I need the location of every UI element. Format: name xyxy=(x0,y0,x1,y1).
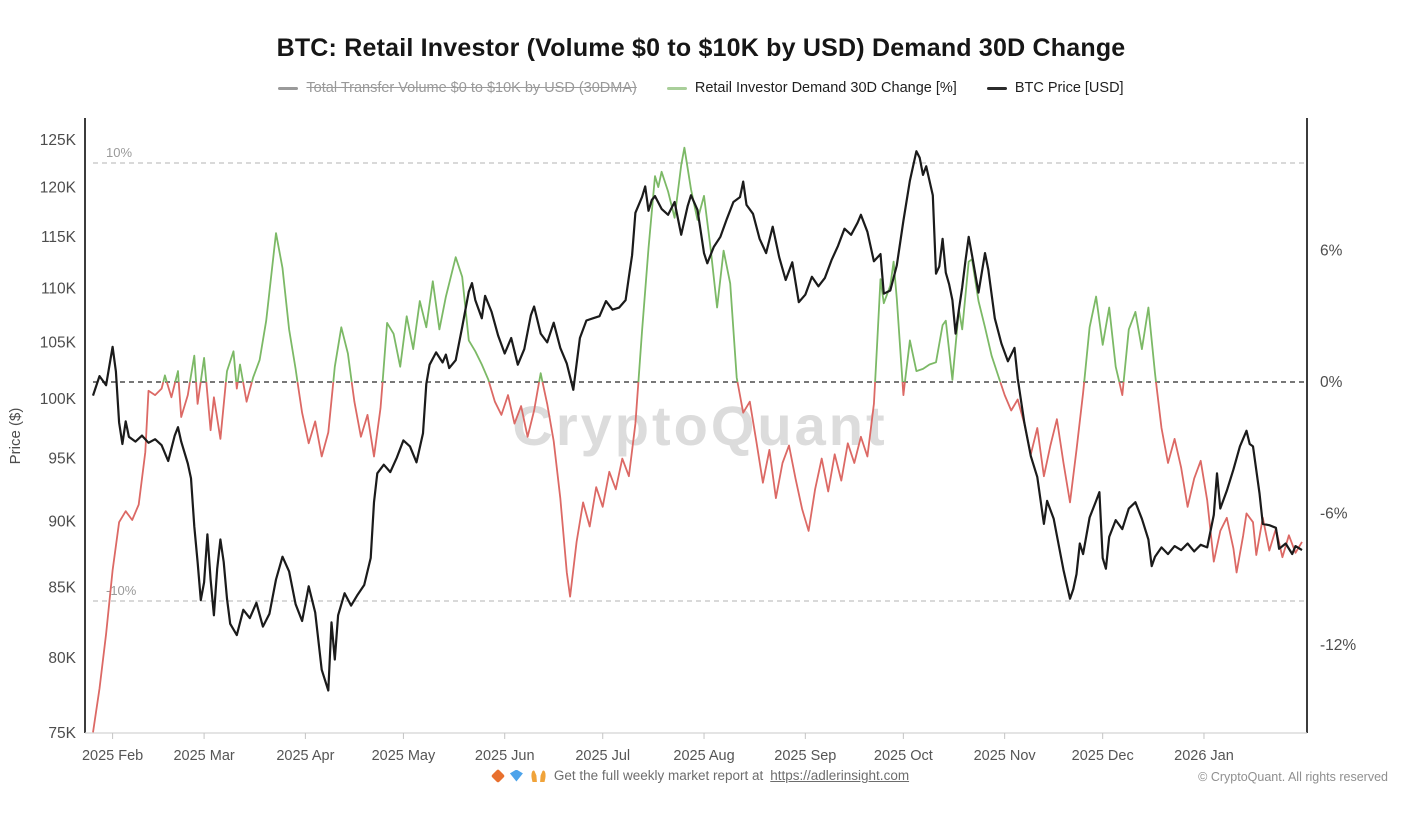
copyright-text: © CryptoQuant. All rights reserved xyxy=(1198,770,1388,784)
y-axis-left-tick-label: 95K xyxy=(48,451,76,468)
series-marker-icon xyxy=(666,86,687,90)
demand-series-segment-positive xyxy=(225,350,238,383)
x-axis-tick-label: 2025 Nov xyxy=(974,748,1037,764)
demand-series-segment-negative xyxy=(205,381,227,440)
demand-series-segment-negative xyxy=(92,381,165,733)
legend-item-retail-demand[interactable]: Retail Investor Demand 30D Change [%] xyxy=(666,80,957,96)
reference-line-label: -10% xyxy=(106,583,137,598)
x-axis-tick-label: 2025 Sep xyxy=(774,748,836,764)
legend-item-total-transfer-volume[interactable]: Total Transfer Volume $0 to $10K by USD … xyxy=(278,80,637,96)
raising-hands-icon xyxy=(531,769,546,782)
demand-series-segment-negative xyxy=(999,381,1086,504)
report-link[interactable]: https://adlerinsight.com xyxy=(770,768,910,783)
x-axis-tick-label: 2025 Mar xyxy=(173,748,234,764)
x-axis-tick-label: 2025 Oct xyxy=(874,748,933,764)
y-axis-right-tick-label: 6% xyxy=(1320,243,1343,260)
y-axis-left-title: Price ($) xyxy=(7,408,24,465)
demand-series-segment-negative xyxy=(1155,381,1303,574)
demand-series-segment-positive xyxy=(189,354,197,383)
demand-series-segment-positive xyxy=(904,258,1002,383)
demand-series-segment-positive xyxy=(251,232,299,383)
demand-series-segment-negative xyxy=(195,381,202,405)
page-title: BTC: Retail Investor (Volume $0 to $10K … xyxy=(276,34,1126,62)
y-axis-left-tick-label: 75K xyxy=(48,725,76,742)
demand-series-segment-negative xyxy=(1118,381,1125,396)
demand-series-segment-positive xyxy=(332,326,353,383)
demand-series-segment-positive xyxy=(874,260,904,383)
demand-series-segment-positive xyxy=(236,363,244,383)
legend-label: Total Transfer Volume $0 to $10K by USD … xyxy=(306,80,637,96)
btc-price-series-line xyxy=(91,150,1303,692)
legend: Total Transfer Volume $0 to $10K by USD … xyxy=(0,80,1402,96)
legend-label: Retail Investor Demand 30D Change [%] xyxy=(694,80,957,96)
demand-series-segment-negative xyxy=(488,381,540,438)
demand-series-segment-positive xyxy=(1122,306,1157,383)
demand-series-segment-negative xyxy=(541,381,640,598)
demand-series-segment-positive xyxy=(199,357,208,383)
x-axis-tick-label: 2025 May xyxy=(372,748,436,764)
demand-series-segment-positive xyxy=(538,372,544,383)
x-axis-tick-label: 2026 Jan xyxy=(1174,748,1234,764)
y-axis-right-tick-label: 0% xyxy=(1320,374,1343,391)
demand-series-segment-negative xyxy=(736,381,876,532)
y-axis-left-tick-label: 85K xyxy=(48,580,76,597)
demand-series-segment-positive xyxy=(162,374,168,383)
y-axis-right-tick-label: -6% xyxy=(1320,505,1348,522)
x-axis-tick-label: 2025 Feb xyxy=(82,748,143,764)
y-axis-left-tick-label: 90K xyxy=(48,513,76,530)
demand-series-segment-negative xyxy=(901,381,906,396)
blue-gem-icon xyxy=(509,769,523,782)
x-axis-tick-label: 2025 Dec xyxy=(1072,748,1134,764)
watermark-text: CryptoQuant xyxy=(512,394,887,457)
y-axis-left-tick-label: 105K xyxy=(40,334,77,351)
y-axis-left-tick-label: 115K xyxy=(41,229,77,246)
series-marker-icon xyxy=(986,86,1007,90)
y-axis-left-tick-label: 125K xyxy=(40,132,77,149)
legend-item-btc-price[interactable]: BTC Price [USD] xyxy=(986,80,1124,96)
demand-series-segment-negative xyxy=(235,381,239,390)
legend-label: BTC Price [USD] xyxy=(1014,80,1124,96)
footer-text: Get the full weekly market report at xyxy=(553,768,764,783)
y-axis-left-tick-label: 100K xyxy=(40,391,77,408)
demand-series-segment-positive xyxy=(174,370,180,383)
demand-series-segment-negative xyxy=(296,381,335,458)
demand-series-segment-positive xyxy=(381,256,490,383)
reference-line-label: 10% xyxy=(106,145,132,160)
orange-diamond-icon xyxy=(490,768,505,783)
demand-series-segment-positive xyxy=(1083,295,1121,383)
y-axis-left-tick-label: 110K xyxy=(41,280,77,297)
demand-series-segment-negative xyxy=(177,381,191,418)
y-axis-left-tick-label: 120K xyxy=(40,179,77,196)
demand-series-segment-negative xyxy=(350,381,384,458)
demand-series-segment-positive xyxy=(637,146,739,383)
x-axis-tick-label: 2025 Jun xyxy=(475,748,535,764)
x-axis-tick-label: 2025 Jul xyxy=(575,748,630,764)
demand-series-segment-negative xyxy=(242,381,253,403)
y-axis-left-tick-label: 80K xyxy=(48,650,76,667)
x-axis-tick-label: 2025 Apr xyxy=(276,748,334,764)
series-marker-icon xyxy=(278,86,299,90)
x-axis-tick-label: 2025 Aug xyxy=(673,748,734,764)
footer-promo: Get the full weekly market report at htt… xyxy=(0,768,1402,783)
demand-series-segment-negative xyxy=(165,381,177,399)
y-axis-right-tick-label: -12% xyxy=(1320,637,1356,654)
